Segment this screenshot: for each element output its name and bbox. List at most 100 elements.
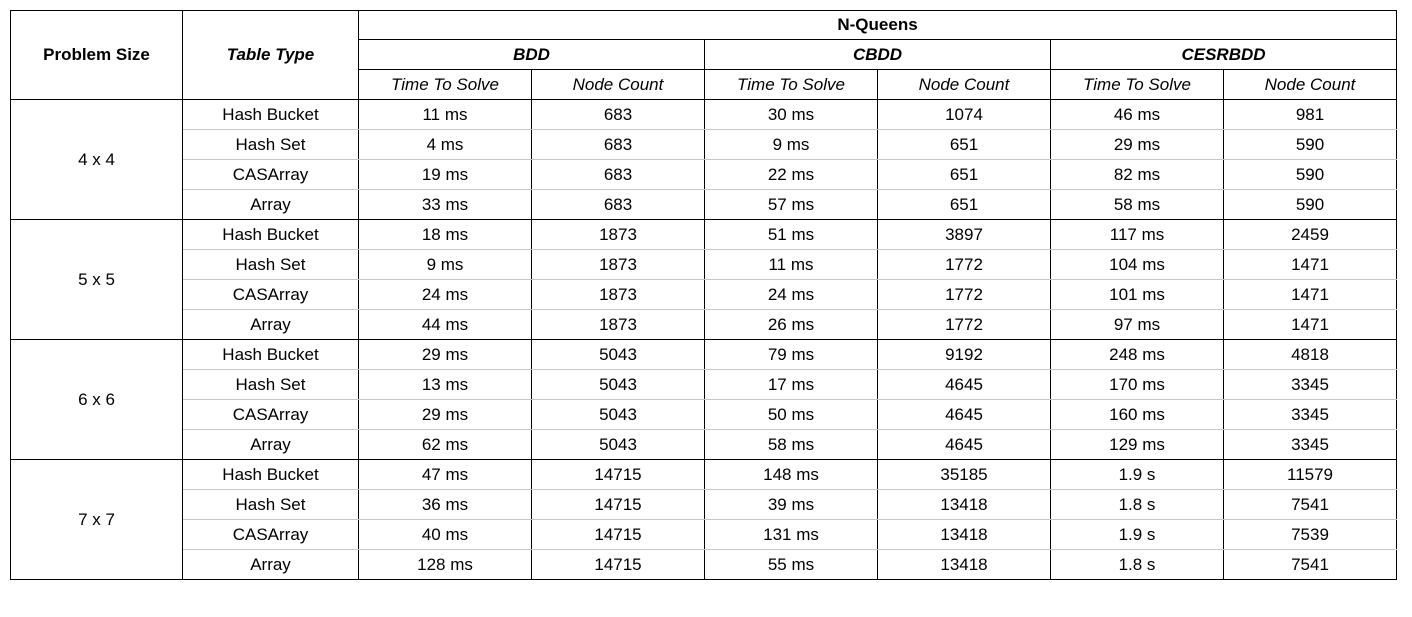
cell-time-bdd: 13 ms xyxy=(358,369,532,400)
cell-table-type: Array xyxy=(182,549,359,580)
cell-nodes-cesrbdd: 981 xyxy=(1222,99,1398,130)
cell-nodes-cbdd: 651 xyxy=(877,159,1051,190)
table-row: 6 x 6 Hash Bucket 29 ms 5043 79 ms 9192 248 ms… xyxy=(10,339,1398,460)
cell-nodes-cbdd: 13418 xyxy=(877,519,1051,550)
cell-nodes-cbdd: 4645 xyxy=(877,369,1051,400)
cell-time-cesrbdd: 248 ms xyxy=(1050,339,1224,370)
cell-time-cbdd: 11 ms xyxy=(704,249,878,280)
table-row: Hash Set 36 ms 14715 39 ms 13418 1.8 s 7541 xyxy=(11,489,1398,520)
cell-nodes-cesrbdd: 590 xyxy=(1222,129,1398,160)
cell-nodes-bdd: 5043 xyxy=(531,339,705,370)
cell-nodes-cbdd: 9192 xyxy=(877,339,1051,370)
cell-nodes-cesrbdd: 4818 xyxy=(1222,339,1398,370)
table-row: 7 x 7 Hash Bucket 47 ms 14715 148 ms 35185 1.9… xyxy=(10,459,1398,580)
cell-nodes-bdd: 683 xyxy=(531,159,705,190)
header-algo-bdd: BDD xyxy=(358,39,705,70)
cell-nodes-bdd: 1873 xyxy=(531,219,705,250)
table-header: Problem Size Table Type N-Queens BDD CBD… xyxy=(10,10,1398,100)
cell-time-cbdd: 26 ms xyxy=(704,309,878,340)
cell-time-cbdd: 24 ms xyxy=(704,279,878,310)
table-row: 5 x 5 Hash Bucket 18 ms 1873 51 ms 3897 117 ms… xyxy=(10,219,1398,340)
cell-nodes-cesrbdd: 3345 xyxy=(1222,429,1398,460)
cell-table-type: Hash Bucket xyxy=(182,219,359,250)
cell-nodes-cesrbdd: 3345 xyxy=(1222,369,1398,400)
cell-nodes-cbdd: 4645 xyxy=(877,399,1051,430)
cell-nodes-cesrbdd: 7541 xyxy=(1222,489,1398,520)
cell-nodes-cbdd: 13418 xyxy=(877,549,1051,580)
cell-nodes-cbdd: 1772 xyxy=(877,279,1051,310)
cell-table-type: Hash Set xyxy=(182,249,359,280)
cell-table-type: Hash Set xyxy=(182,129,359,160)
cell-time-cbdd: 55 ms xyxy=(704,549,878,580)
cell-nodes-bdd: 5043 xyxy=(531,369,705,400)
cell-time-cbdd: 39 ms xyxy=(704,489,878,520)
cell-time-bdd: 9 ms xyxy=(358,249,532,280)
cell-time-cbdd: 51 ms xyxy=(704,219,878,250)
cell-time-bdd: 18 ms xyxy=(358,219,532,250)
table-row: CASArray 40 ms 14715 131 ms 13418 1.9 s 7539 xyxy=(11,519,1398,550)
cell-table-type: CASArray xyxy=(182,159,359,190)
cell-time-bdd: 62 ms xyxy=(358,429,532,460)
cell-nodes-cbdd: 4645 xyxy=(877,429,1051,460)
cell-time-cesrbdd: 101 ms xyxy=(1050,279,1224,310)
cell-time-cesrbdd: 170 ms xyxy=(1050,369,1224,400)
cell-time-bdd: 29 ms xyxy=(358,399,532,430)
cell-time-cesrbdd: 129 ms xyxy=(1050,429,1224,460)
cell-time-cbdd: 30 ms xyxy=(704,99,878,130)
cell-time-cbdd: 57 ms xyxy=(704,189,878,220)
cell-nodes-cbdd: 13418 xyxy=(877,489,1051,520)
cell-nodes-cbdd: 1772 xyxy=(877,309,1051,340)
cell-nodes-cbdd: 3897 xyxy=(877,219,1051,250)
header-nodes-cesrbdd: Node Count xyxy=(1222,69,1398,100)
cell-nodes-cesrbdd: 590 xyxy=(1222,159,1398,190)
cell-table-type: Hash Set xyxy=(182,489,359,520)
cell-nodes-bdd: 1873 xyxy=(531,279,705,310)
cell-nodes-bdd: 14715 xyxy=(531,519,705,550)
cell-nodes-cbdd: 651 xyxy=(877,129,1051,160)
header-time-cbdd: Time To Solve xyxy=(704,69,878,100)
table-row: 4 x 4 Hash Bucket 11 ms 683 30 ms 1074 46 ms 98… xyxy=(10,99,1398,220)
cell-nodes-bdd: 683 xyxy=(531,99,705,130)
cell-time-bdd: 11 ms xyxy=(358,99,532,130)
cell-time-bdd: 33 ms xyxy=(358,189,532,220)
cell-time-cbdd: 17 ms xyxy=(704,369,878,400)
header-algo-cbdd: CBDD xyxy=(704,39,1051,70)
cell-time-cesrbdd: 1.9 s xyxy=(1050,519,1224,550)
cell-table-type: CASArray xyxy=(182,279,359,310)
cell-nodes-cbdd: 1772 xyxy=(877,249,1051,280)
table-body: 4 x 4 Hash Bucket 11 ms 683 30 ms 1074 46 ms 98… xyxy=(10,99,1398,580)
cell-time-bdd: 36 ms xyxy=(358,489,532,520)
table-row: Hash Set 4 ms 683 9 ms 651 29 ms 590 xyxy=(11,129,1398,160)
cell-nodes-bdd: 5043 xyxy=(531,429,705,460)
cell-time-bdd: 29 ms xyxy=(358,339,532,370)
cell-time-bdd: 47 ms xyxy=(358,459,532,490)
cell-table-type: CASArray xyxy=(182,399,359,430)
cell-time-cbdd: 9 ms xyxy=(704,129,878,160)
cell-nodes-cbdd: 1074 xyxy=(877,99,1051,130)
table-row: CASArray 24 ms 1873 24 ms 1772 101 ms 1471 xyxy=(11,279,1398,310)
cell-nodes-cesrbdd: 1471 xyxy=(1222,279,1398,310)
cell-nodes-cesrbdd: 2459 xyxy=(1222,219,1398,250)
cell-nodes-bdd: 683 xyxy=(531,129,705,160)
header-time-bdd: Time To Solve xyxy=(358,69,532,100)
cell-time-cesrbdd: 1.9 s xyxy=(1050,459,1224,490)
cell-table-type: Hash Bucket xyxy=(182,339,359,370)
cell-time-cbdd: 50 ms xyxy=(704,399,878,430)
cell-time-cesrbdd: 104 ms xyxy=(1050,249,1224,280)
cell-time-bdd: 4 ms xyxy=(358,129,532,160)
cell-time-cesrbdd: 46 ms xyxy=(1050,99,1224,130)
cell-nodes-bdd: 1873 xyxy=(531,309,705,340)
cell-nodes-bdd: 14715 xyxy=(531,489,705,520)
table-row: Array 62 ms 5043 58 ms 4645 129 ms 3345 xyxy=(11,429,1398,460)
cell-nodes-cbdd: 35185 xyxy=(877,459,1051,490)
cell-time-cbdd: 22 ms xyxy=(704,159,878,190)
cell-nodes-cesrbdd: 11579 xyxy=(1222,459,1398,490)
cell-time-bdd: 128 ms xyxy=(358,549,532,580)
cell-problem-size: 7 x 7 xyxy=(10,459,183,580)
cell-nodes-cesrbdd: 1471 xyxy=(1222,309,1398,340)
table-row: Array 44 ms 1873 26 ms 1772 97 ms 1471 xyxy=(11,309,1398,340)
cell-nodes-bdd: 1873 xyxy=(531,249,705,280)
cell-time-cbdd: 79 ms xyxy=(704,339,878,370)
table-row: Array 33 ms 683 57 ms 651 58 ms 590 xyxy=(11,189,1398,220)
table-row: Hash Set 13 ms 5043 17 ms 4645 170 ms 3345 xyxy=(11,369,1398,400)
